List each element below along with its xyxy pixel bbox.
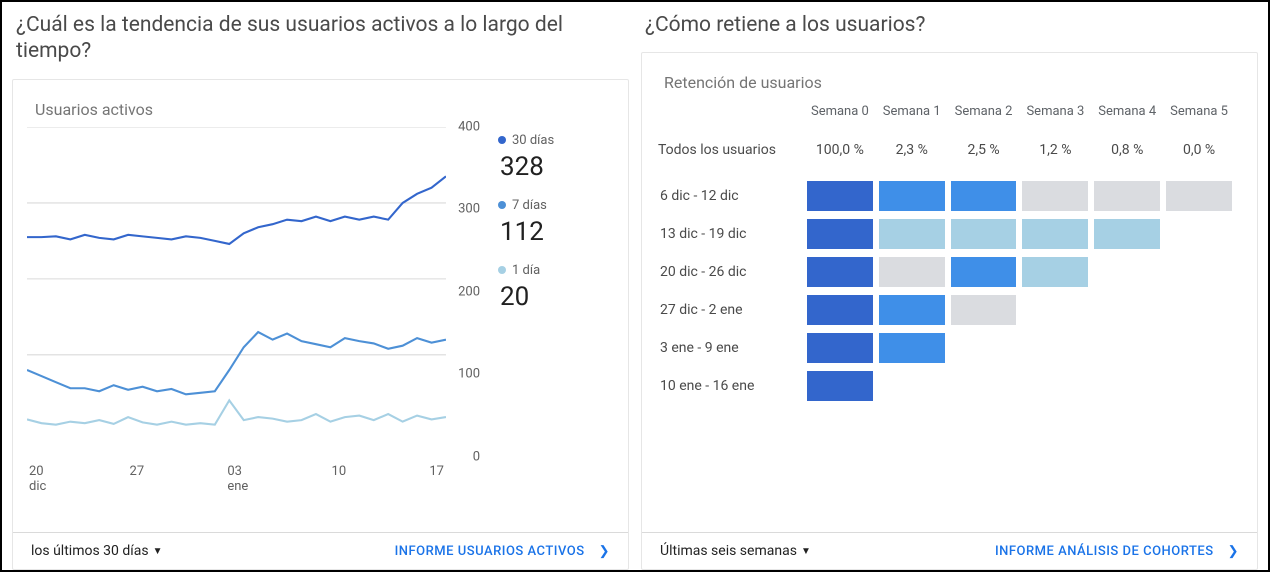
cohort-range-selector[interactable]: Últimas seis semanas ▼ — [660, 543, 811, 559]
cohort-summary-value: 2,5 % — [948, 123, 1020, 177]
active-users-chart: 0100200300400 20dic2703ene1017 — [27, 127, 446, 457]
legend-row: 30 días 328 — [498, 133, 606, 182]
active-users-card: Usuarios activos 0100200300400 20dic2703… — [12, 79, 629, 571]
cohort-row: 10 ene - 16 ene — [656, 367, 1235, 405]
active-users-card-title: Usuarios activos — [13, 80, 628, 127]
cohort-row-label: 20 dic - 26 dic — [656, 253, 804, 291]
cohort-cell — [807, 219, 873, 249]
cohort-row-label: 27 dic - 2 ene — [656, 291, 804, 329]
caret-down-icon: ▼ — [153, 546, 163, 557]
caret-down-icon: ▼ — [801, 546, 811, 557]
retention-card: Retención de usuarios Semana 0Semana 1Se… — [641, 52, 1258, 570]
legend-dot-icon — [498, 136, 506, 144]
cohort-cell — [1094, 181, 1160, 211]
chevron-right-icon: ❯ — [1228, 544, 1239, 559]
cohort-row-label: 13 dic - 19 dic — [656, 215, 804, 253]
cohort-cell — [951, 219, 1017, 249]
cohort-cell — [807, 333, 873, 363]
cohort-cell — [1022, 181, 1088, 211]
cohort-cell — [807, 181, 873, 211]
ytick-label: 400 — [458, 119, 480, 134]
cohort-summary-value: 100,0 % — [804, 123, 876, 177]
cohort-column-header: Semana 5 — [1163, 100, 1235, 123]
cohort-range-label: Últimas seis semanas — [660, 543, 797, 559]
cohort-cell — [879, 219, 945, 249]
cohort-cell — [951, 257, 1017, 287]
xtick-label: 03ene — [227, 465, 248, 495]
cohort-summary-value: 0,8 % — [1091, 123, 1163, 177]
active-users-question: ¿Cuál es la tendencia de sus usuarios ac… — [16, 12, 629, 65]
legend-series-label: 7 días — [512, 198, 547, 213]
xtick-label: 20dic — [29, 465, 46, 495]
cohort-summary-value: 0,0 % — [1163, 123, 1235, 177]
cohort-summary-label: Todos los usuarios — [656, 123, 804, 177]
legend-dot-icon — [498, 201, 506, 209]
cohort-cell — [1022, 257, 1088, 287]
active-users-report-link[interactable]: INFORME USUARIOS ACTIVOS ❯ — [395, 544, 610, 559]
report-link-label: INFORME ANÁLISIS DE COHORTES — [995, 544, 1214, 559]
cohort-row: 3 ene - 9 ene — [656, 329, 1235, 367]
legend-series-label: 30 días — [512, 133, 554, 148]
cohort-cell — [807, 295, 873, 325]
cohort-cell — [879, 333, 945, 363]
cohort-row: 6 dic - 12 dic — [656, 177, 1235, 215]
cohort-row-label: 10 ene - 16 ene — [656, 367, 804, 405]
cohort-cell — [1094, 219, 1160, 249]
cohort-row: 27 dic - 2 ene — [656, 291, 1235, 329]
cohort-summary-value: 2,3 % — [876, 123, 948, 177]
date-range-label: los últimos 30 días — [31, 543, 149, 559]
cohort-row: 13 dic - 19 dic — [656, 215, 1235, 253]
legend-series-value: 20 — [500, 282, 606, 312]
legend-series-label: 1 día — [512, 263, 540, 278]
cohort-cell — [879, 295, 945, 325]
legend-row: 1 día 20 — [498, 263, 606, 312]
cohort-cell — [1166, 181, 1232, 211]
chevron-right-icon: ❯ — [599, 544, 610, 559]
cohort-cell — [807, 371, 873, 401]
xtick-label: 27 — [130, 465, 145, 495]
legend-series-value: 328 — [500, 152, 606, 182]
retention-panel: ¿Cómo retiene a los usuarios? Retención … — [641, 12, 1258, 570]
legend-series-value: 112 — [500, 217, 606, 247]
report-link-label: INFORME USUARIOS ACTIVOS — [395, 544, 585, 559]
cohort-cell — [1022, 219, 1088, 249]
cohort-column-header: Semana 2 — [948, 100, 1020, 123]
legend-dot-icon — [498, 266, 506, 274]
legend-row: 7 días 112 — [498, 198, 606, 247]
xtick-label: 10 — [332, 465, 347, 495]
active-users-panel: ¿Cuál es la tendencia de sus usuarios ac… — [12, 12, 629, 570]
xtick-label: 17 — [429, 465, 444, 495]
ytick-label: 200 — [458, 284, 480, 299]
cohort-summary-value: 1,2 % — [1019, 123, 1091, 177]
cohort-cell — [879, 181, 945, 211]
cohort-column-header: Semana 3 — [1019, 100, 1091, 123]
cohort-cell — [951, 181, 1017, 211]
cohort-column-header: Semana 0 — [804, 100, 876, 123]
cohort-report-link[interactable]: INFORME ANÁLISIS DE COHORTES ❯ — [995, 544, 1239, 559]
cohort-column-header: Semana 4 — [1091, 100, 1163, 123]
ytick-label: 0 — [473, 449, 480, 464]
cohort-table: Semana 0Semana 1Semana 2Semana 3Semana 4… — [656, 100, 1235, 405]
cohort-cell — [879, 257, 945, 287]
cohort-column-header: Semana 1 — [876, 100, 948, 123]
retention-card-title: Retención de usuarios — [642, 53, 1257, 100]
cohort-cell — [807, 257, 873, 287]
cohort-row: 20 dic - 26 dic — [656, 253, 1235, 291]
ytick-label: 300 — [458, 202, 480, 217]
cohort-row-label: 3 ene - 9 ene — [656, 329, 804, 367]
ytick-label: 100 — [458, 367, 480, 382]
cohort-cell — [951, 295, 1017, 325]
cohort-row-label: 6 dic - 12 dic — [656, 177, 804, 215]
date-range-selector[interactable]: los últimos 30 días ▼ — [31, 543, 162, 559]
retention-question: ¿Cómo retiene a los usuarios? — [645, 12, 1258, 38]
